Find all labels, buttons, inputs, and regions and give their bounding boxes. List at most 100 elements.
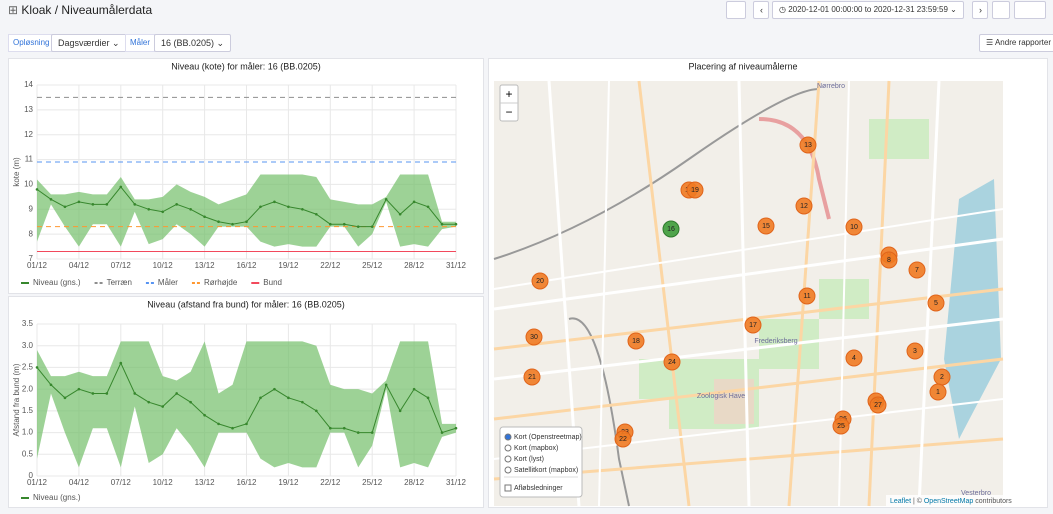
y-tick-label: 0 (29, 471, 34, 480)
layer-radio[interactable] (504, 433, 512, 441)
series-point (259, 205, 262, 209)
layer-label: Kort (mapbox) (514, 445, 558, 452)
series-point (189, 400, 192, 404)
series-point (91, 392, 95, 395)
marker[interactable] (929, 383, 947, 401)
marker[interactable] (869, 396, 887, 414)
series-point (315, 409, 318, 413)
layer-radio[interactable] (504, 444, 512, 452)
y-tick-label: 12 (24, 130, 33, 139)
series-point (105, 203, 109, 206)
marker[interactable] (525, 328, 543, 346)
marker[interactable] (832, 417, 850, 435)
marker[interactable] (795, 197, 813, 215)
series-point (217, 422, 220, 426)
marker[interactable] (627, 332, 645, 350)
series-point (426, 396, 430, 400)
layer-radio[interactable] (504, 466, 512, 474)
marker[interactable] (906, 342, 924, 360)
leaflet-link[interactable]: Leaflet (890, 498, 911, 505)
legend-label[interactable]: Terræn (107, 278, 132, 287)
zoom-out[interactable]: − (505, 105, 512, 119)
marker-label: 20 (536, 278, 544, 285)
marker[interactable] (523, 368, 541, 386)
chart-title: Niveau (afstand fra bund) for måler: 16 … (147, 299, 345, 309)
x-tick-label: 28/12 (404, 478, 425, 487)
reports-text: Andre rapporter (994, 38, 1051, 47)
dashboard-title[interactable]: ⊞ Kloak / Niveaumålerdata (8, 3, 153, 17)
series-point (287, 396, 290, 400)
x-tick-label: 13/12 (195, 261, 216, 270)
series-point (161, 405, 164, 408)
resolution-value: Dagsværdier (58, 38, 110, 48)
marker[interactable] (686, 181, 704, 199)
chart: Niveau (afstand fra bund) for måler: 16 … (12, 299, 466, 502)
zoom-in[interactable]: + (505, 87, 512, 101)
x-tick-label: 19/12 (278, 261, 299, 270)
tv-button[interactable] (726, 1, 746, 19)
meter-value: 16 (BB.0205) (161, 38, 215, 48)
marker[interactable] (798, 287, 816, 305)
zoom-button[interactable] (992, 1, 1010, 19)
series-point (273, 387, 276, 391)
marker[interactable] (799, 136, 817, 154)
overlay-checkbox[interactable] (504, 484, 512, 492)
resolution-select[interactable]: Dagsværdier ⌄ (51, 34, 127, 52)
series-point (161, 210, 164, 214)
x-tick-label: 04/12 (69, 261, 90, 270)
marker[interactable] (614, 430, 632, 448)
marker[interactable] (757, 217, 775, 235)
series-point (203, 215, 206, 219)
marker[interactable] (908, 261, 926, 279)
legend-label[interactable]: Niveau (gns.) (33, 278, 81, 287)
layer-label: Satellitkort (mapbox) (514, 467, 578, 474)
series-point (412, 200, 416, 204)
prev-button[interactable]: ‹ (753, 1, 769, 19)
marker[interactable] (845, 218, 863, 236)
marker[interactable] (880, 251, 898, 269)
series-point (342, 222, 346, 226)
series-point (454, 222, 458, 226)
series-point (342, 426, 346, 430)
series-point (105, 392, 109, 395)
y-tick-label: 8 (29, 229, 34, 238)
reports-button[interactable]: ☰ Andre rapporter (979, 34, 1053, 52)
legend-label[interactable]: Rørhøjde (204, 278, 238, 287)
attribution-tail: contributors (975, 498, 1012, 505)
x-tick-label: 25/12 (362, 478, 383, 487)
marker-label: 5 (934, 300, 938, 307)
marker-label: 18 (632, 338, 640, 345)
marker-label: 4 (852, 355, 856, 362)
y-tick-label: 3.5 (22, 319, 34, 328)
x-tick-label: 10/12 (153, 478, 174, 487)
layer-radio[interactable] (504, 455, 512, 463)
marker-label: 21 (528, 374, 536, 381)
refresh-button[interactable] (1014, 1, 1046, 19)
panel-distance: Niveau (afstand fra bund) for måler: 16 … (8, 296, 484, 508)
marker[interactable] (662, 220, 680, 238)
osm-link[interactable]: OpenStreetMap (924, 498, 974, 505)
title-text: Kloak / Niveaumålerdata (21, 3, 153, 17)
series-point (49, 198, 53, 201)
series-point (384, 198, 388, 201)
series-point (119, 361, 123, 365)
series-point (315, 212, 318, 216)
legend-label[interactable]: Måler (158, 278, 178, 287)
marker[interactable] (531, 272, 549, 290)
marker[interactable] (927, 294, 945, 312)
series-point (301, 400, 304, 404)
marker[interactable] (663, 353, 681, 371)
legend-label[interactable]: Bund (263, 278, 282, 287)
x-tick-label: 22/12 (320, 261, 341, 270)
next-button[interactable]: › (972, 1, 988, 19)
x-tick-label: 07/12 (111, 478, 132, 487)
chart: Niveau (kote) for måler: 16 (BB.0205) kot… (12, 61, 466, 287)
meter-select[interactable]: 16 (BB.0205) ⌄ (154, 34, 232, 52)
series-point (203, 413, 206, 417)
legend-label[interactable]: Niveau (gns.) (33, 493, 81, 502)
time-picker[interactable]: ◷ 2020-12-01 00:00:00 to 2020-12-31 23:5… (772, 1, 964, 19)
series-point (440, 222, 444, 226)
panel-map: Placering af niveaumålerne + − Kort (Ope… (488, 58, 1048, 508)
marker[interactable] (845, 349, 863, 367)
marker[interactable] (744, 316, 762, 334)
